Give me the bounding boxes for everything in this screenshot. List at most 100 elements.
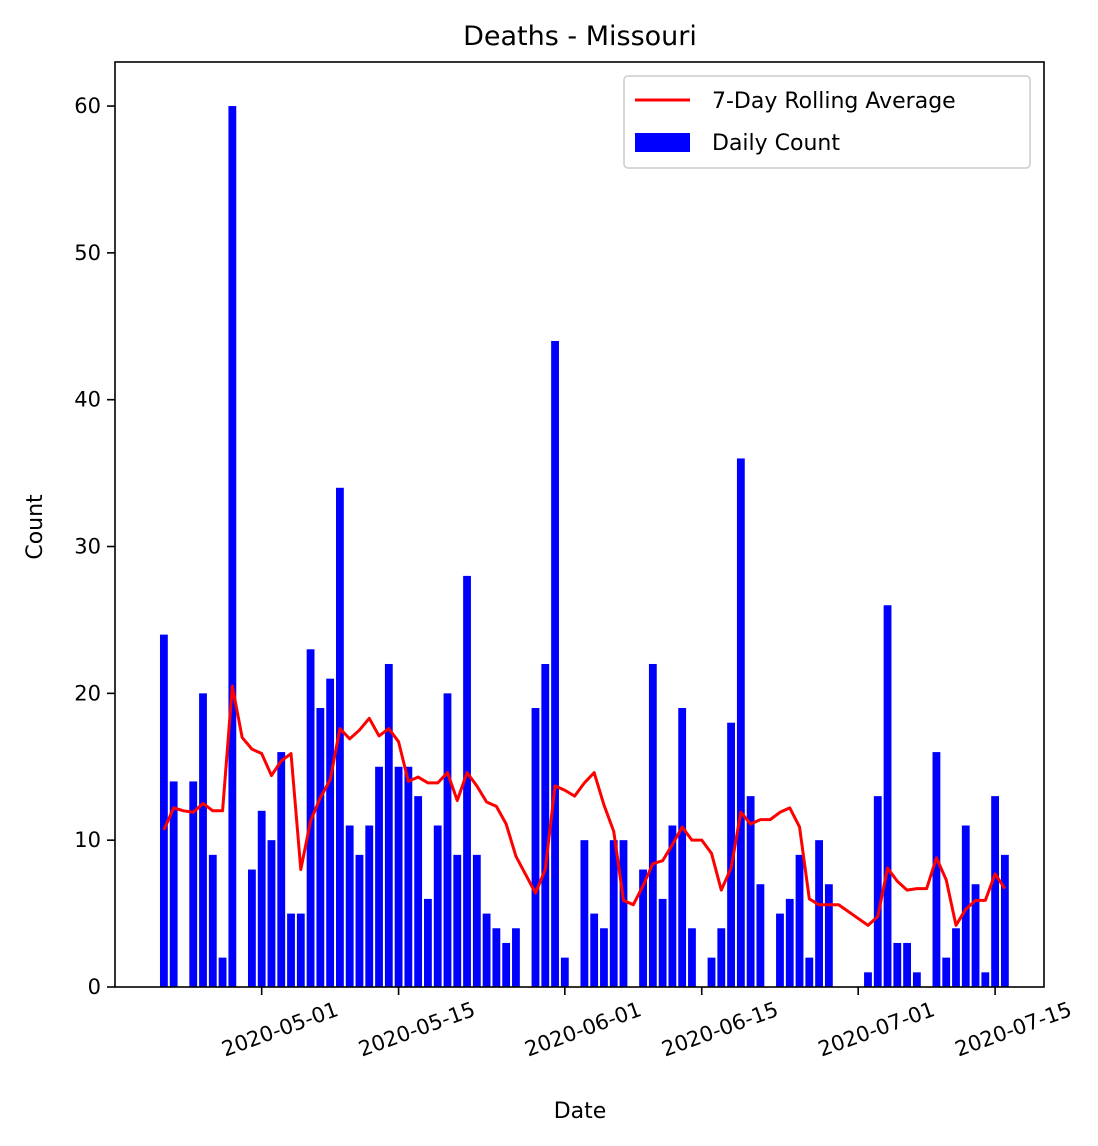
bar (961, 825, 970, 987)
y-tick-label: 30 (74, 535, 101, 559)
legend-label-daily: Daily Count (712, 131, 840, 156)
bar (463, 575, 471, 987)
bar (296, 913, 305, 987)
chart-title: Deaths - Missouri (463, 21, 697, 52)
bar (942, 957, 951, 987)
bar (384, 663, 393, 987)
bar (404, 766, 413, 987)
bar (277, 752, 286, 987)
bar (541, 663, 550, 987)
x-axis-label: Date (554, 1099, 607, 1124)
y-axis-label: Count (23, 494, 48, 560)
bar (688, 928, 696, 987)
bar (707, 957, 716, 987)
y-tick-label: 0 (88, 975, 101, 999)
bar (600, 928, 608, 987)
bar (492, 928, 501, 987)
bar (619, 840, 628, 987)
legend-label-average: 7-Day Rolling Average (712, 89, 956, 114)
bar (795, 854, 804, 987)
bar (189, 781, 198, 987)
bar (991, 796, 1000, 987)
bar (903, 942, 911, 987)
bar (228, 106, 237, 988)
bar (658, 898, 667, 987)
bar (776, 913, 784, 987)
bar (208, 854, 217, 987)
y-tick-label: 60 (74, 94, 101, 118)
bar (345, 825, 354, 987)
y-tick-label: 20 (74, 681, 101, 705)
bar (893, 942, 902, 987)
bar (932, 752, 941, 987)
bar (414, 796, 423, 987)
x-tick-label: 2020-07-01 (815, 997, 938, 1061)
x-axis: 2020-05-01 2020-05-15 2020-06-01 2020-06-15… (219, 987, 1075, 1061)
bar (873, 796, 882, 987)
bar (1000, 854, 1009, 987)
bar (590, 913, 599, 987)
bar (218, 957, 227, 987)
bar (257, 810, 266, 987)
bar (512, 928, 520, 987)
legend: 7-Day Rolling Average Daily Count (623, 75, 1031, 169)
bar (365, 825, 374, 987)
bar (785, 898, 794, 987)
bar (971, 884, 980, 987)
bar (952, 928, 960, 987)
legend-bar-swatch (635, 133, 690, 152)
bar (502, 942, 511, 987)
bar (883, 605, 892, 987)
bar (678, 708, 687, 987)
bar (394, 766, 403, 987)
bar (805, 957, 814, 987)
bar (424, 898, 432, 987)
bar (159, 634, 168, 987)
bar (267, 840, 276, 987)
y-axis: 0 10 20 30 40 50 60 (74, 94, 115, 999)
bar (247, 869, 256, 987)
x-tick-label: 2020-06-01 (522, 997, 645, 1061)
bar (531, 708, 540, 987)
bar (375, 766, 383, 987)
bar (746, 796, 755, 987)
bar (912, 972, 921, 987)
bar (355, 854, 364, 987)
bar (472, 854, 481, 987)
x-tick-label: 2020-06-15 (659, 997, 782, 1061)
bar (482, 913, 491, 987)
bar (736, 458, 745, 987)
bar (326, 678, 335, 987)
bar (199, 693, 207, 987)
plot-frame (114, 61, 1045, 988)
bar (727, 722, 735, 987)
bar (981, 972, 990, 987)
x-tick-label: 2020-05-15 (355, 997, 478, 1061)
bar (609, 840, 618, 987)
legend-box (623, 75, 1031, 169)
bar (580, 840, 589, 987)
bar (717, 928, 726, 987)
bar (824, 884, 833, 987)
rolling-average-line (162, 684, 1007, 927)
bar (316, 708, 325, 987)
bar (815, 840, 823, 987)
bar (551, 340, 559, 988)
x-tick-label: 2020-07-15 (952, 997, 1075, 1061)
bar (336, 487, 344, 987)
y-tick-label: 10 (74, 828, 101, 852)
bar (560, 957, 569, 987)
bar (287, 913, 295, 987)
bars-group (159, 106, 1009, 988)
bar (433, 825, 442, 987)
bar (443, 693, 452, 987)
bar (453, 854, 462, 987)
bar (864, 972, 872, 987)
x-tick-label: 2020-05-01 (219, 997, 342, 1061)
bar (639, 869, 647, 987)
bar (169, 781, 178, 987)
bar (648, 663, 657, 987)
bar (756, 884, 765, 987)
y-tick-label: 50 (74, 241, 101, 265)
